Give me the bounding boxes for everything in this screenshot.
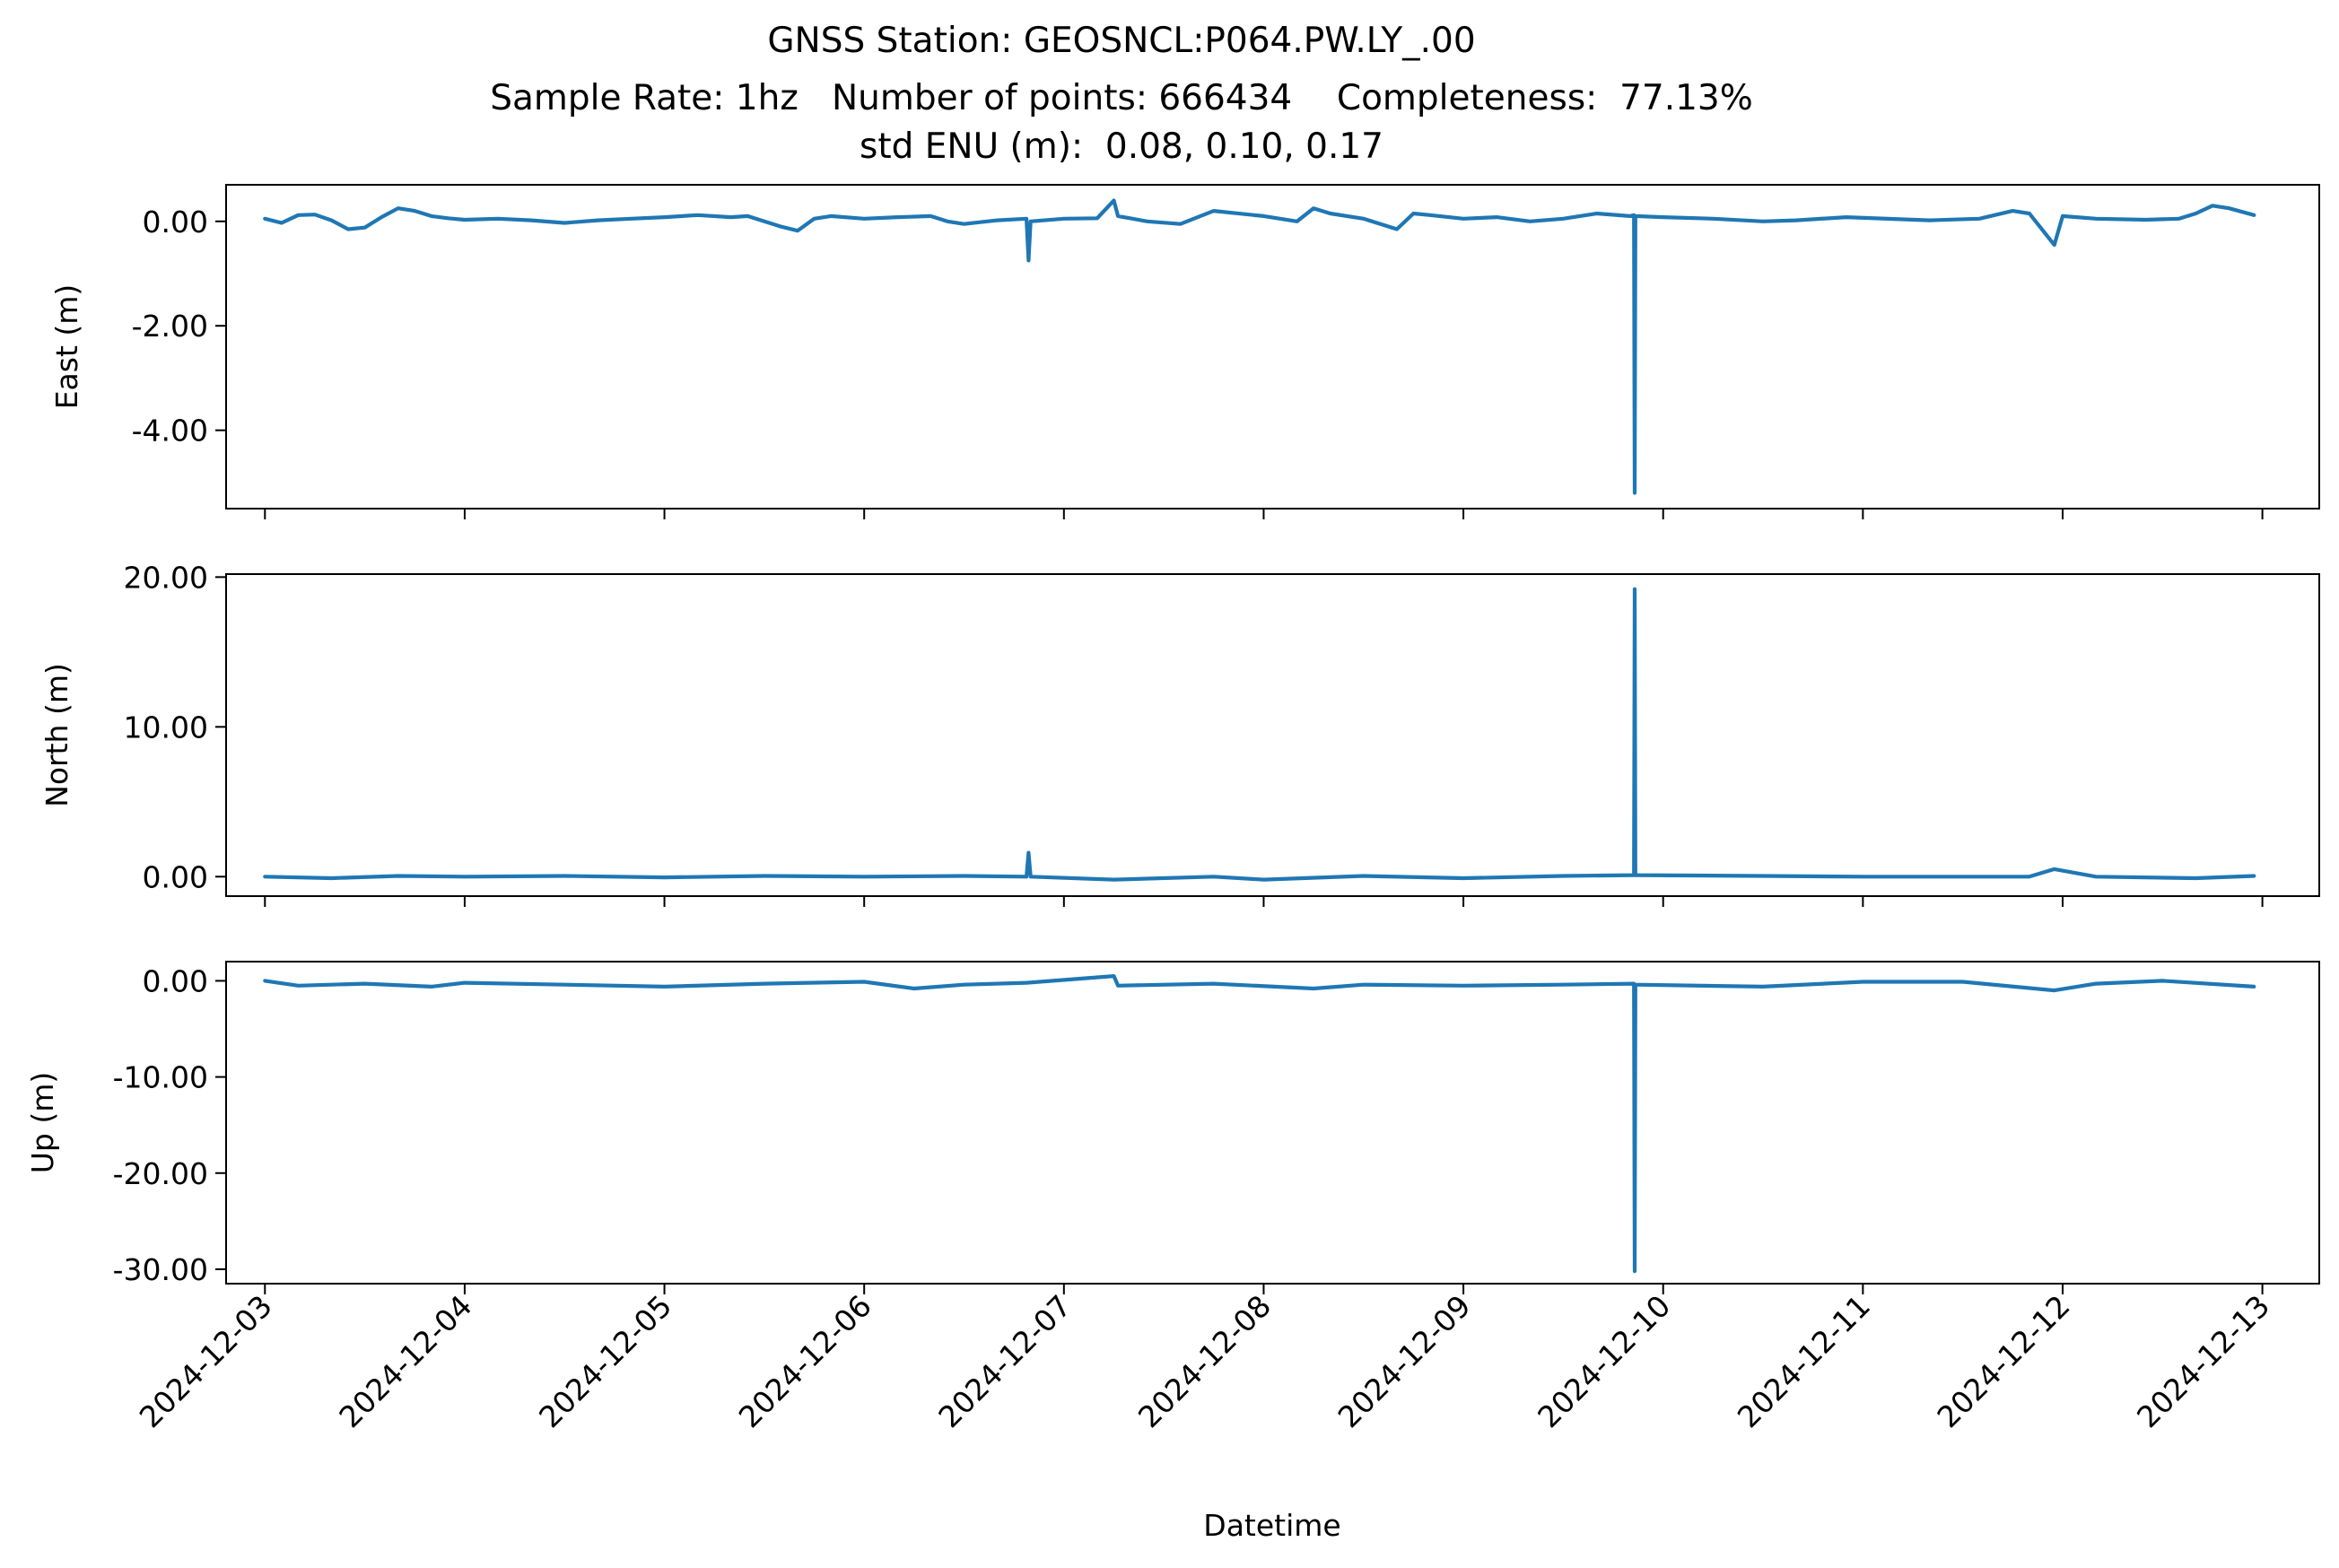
east-y-tick-label: -4.00 <box>132 414 208 449</box>
north-y-axis-label: North (m) <box>39 663 74 807</box>
title-line-3: std ENU (m): 0.08, 0.10, 0.17 <box>860 126 1383 167</box>
north-axes-frame <box>225 573 2320 897</box>
north-y-tick-label: 20.00 <box>124 560 208 595</box>
x-axis-label: Datetime <box>1203 1508 1340 1543</box>
up-y-tick-label: -10.00 <box>113 1060 208 1095</box>
up-axes-frame <box>225 961 2320 1285</box>
up-panel: 0.00 -10.00 -20.00 -30.00 Up (m) <box>25 961 2320 1294</box>
up-y-tick-label: 0.00 <box>143 963 208 998</box>
up-y-tick-label: -30.00 <box>113 1252 208 1287</box>
north-y-tick-label: 10.00 <box>124 710 208 745</box>
north-panel: 0.00 10.00 20.00 North (m) <box>39 560 2320 907</box>
east-y-axis-label: East (m) <box>49 284 84 410</box>
east-y-tick-label: -2.00 <box>132 309 208 344</box>
title-line-2: Sample Rate: 1hz Number of points: 66643… <box>490 78 1753 118</box>
up-y-tick-label: -20.00 <box>113 1156 208 1191</box>
up-y-axis-label: Up (m) <box>25 1072 60 1174</box>
title-line-1: GNSS Station: GEOSNCL:P064.PW.LY_.00 <box>767 21 1475 61</box>
east-panel: 0.00 -2.00 -4.00 East (m) <box>49 184 2320 519</box>
north-series-line <box>263 587 2256 882</box>
east-series-line <box>263 198 2256 495</box>
north-y-tick-label: 0.00 <box>143 859 208 894</box>
east-y-tick-label: 0.00 <box>143 205 208 240</box>
east-axes-frame <box>225 184 2320 510</box>
up-series-line <box>263 974 2256 1274</box>
